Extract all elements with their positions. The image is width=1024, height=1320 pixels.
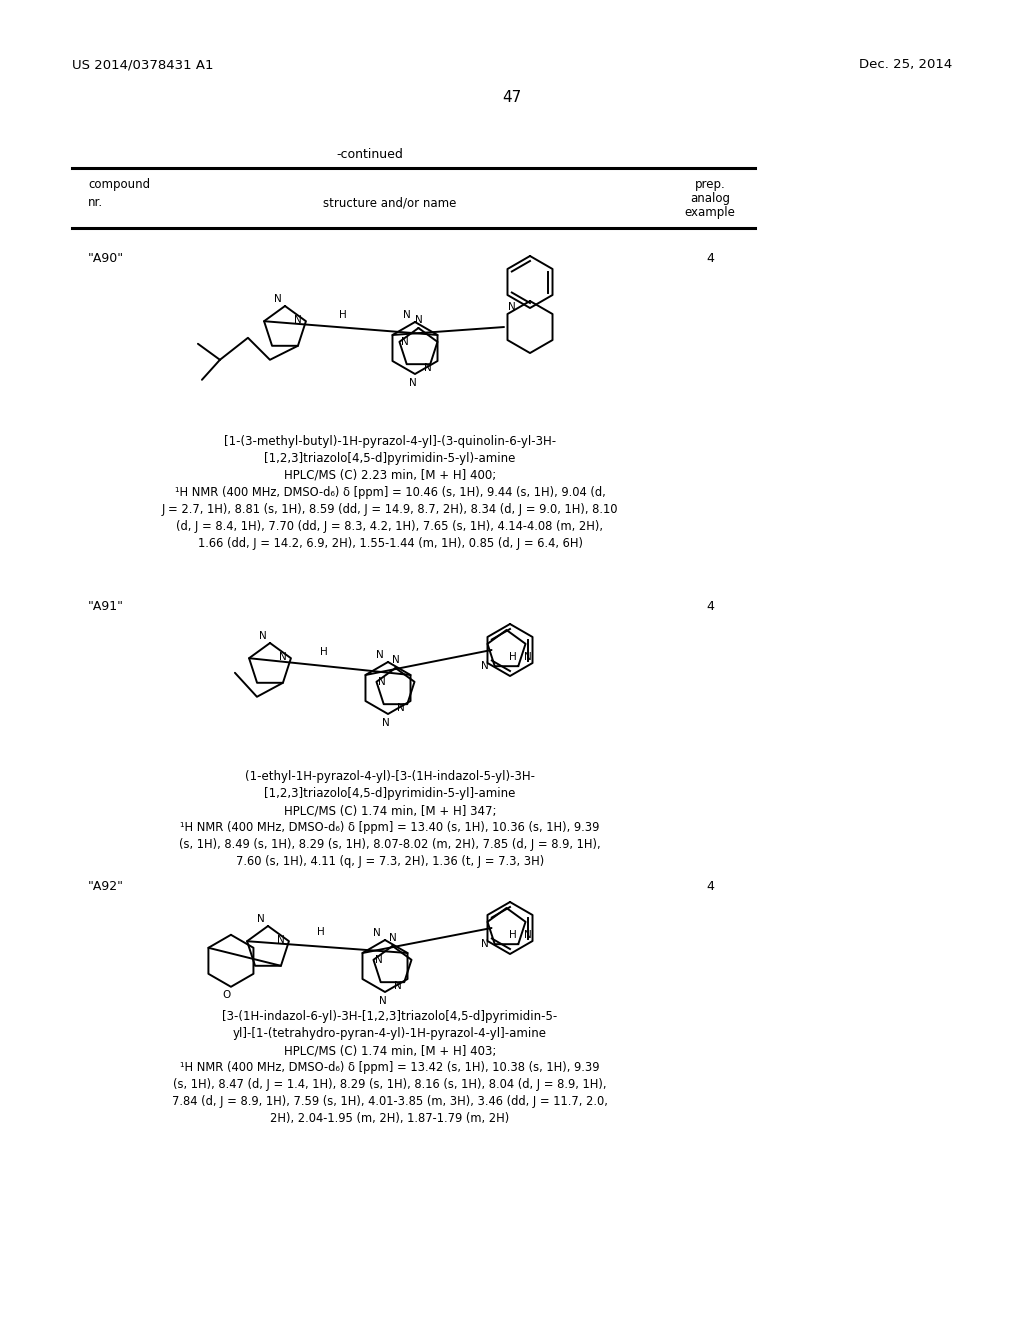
Text: ¹H NMR (400 MHz, DMSO-d₆) δ [ppm] = 13.42 (s, 1H), 10.38 (s, 1H), 9.39: ¹H NMR (400 MHz, DMSO-d₆) δ [ppm] = 13.4… bbox=[180, 1061, 600, 1074]
Text: N: N bbox=[401, 337, 410, 347]
Text: N: N bbox=[524, 931, 532, 940]
Text: N: N bbox=[257, 913, 265, 924]
Text: structure and/or name: structure and/or name bbox=[324, 195, 457, 209]
Text: N: N bbox=[374, 928, 381, 939]
Text: N: N bbox=[382, 718, 390, 729]
Text: HPLC/MS (C) 2.23 min, [M + H] 400;: HPLC/MS (C) 2.23 min, [M + H] 400; bbox=[284, 469, 496, 482]
Text: (d, J = 8.4, 1H), 7.70 (dd, J = 8.3, 4.2, 1H), 7.65 (s, 1H), 4.14-4.08 (m, 2H),: (d, J = 8.4, 1H), 7.70 (dd, J = 8.3, 4.2… bbox=[176, 520, 603, 533]
Text: H: H bbox=[317, 927, 326, 937]
Text: H: H bbox=[509, 931, 516, 940]
Text: 7.60 (s, 1H), 4.11 (q, J = 7.3, 2H), 1.36 (t, J = 7.3, 3H): 7.60 (s, 1H), 4.11 (q, J = 7.3, 2H), 1.3… bbox=[236, 855, 544, 869]
Text: 1.66 (dd, J = 14.2, 6.9, 2H), 1.55-1.44 (m, 1H), 0.85 (d, J = 6.4, 6H): 1.66 (dd, J = 14.2, 6.9, 2H), 1.55-1.44 … bbox=[198, 537, 583, 550]
Text: N: N bbox=[509, 302, 516, 312]
Text: 7.84 (d, J = 8.9, 1H), 7.59 (s, 1H), 4.01-3.85 (m, 3H), 3.46 (dd, J = 11.7, 2.0,: 7.84 (d, J = 8.9, 1H), 7.59 (s, 1H), 4.0… bbox=[172, 1096, 608, 1107]
Text: HPLC/MS (C) 1.74 min, [M + H] 347;: HPLC/MS (C) 1.74 min, [M + H] 347; bbox=[284, 804, 497, 817]
Text: N: N bbox=[524, 652, 532, 663]
Text: compound: compound bbox=[88, 178, 151, 191]
Text: [1-(3-methyl-butyl)-1H-pyrazol-4-yl]-(3-quinolin-6-yl-3H-: [1-(3-methyl-butyl)-1H-pyrazol-4-yl]-(3-… bbox=[224, 436, 556, 447]
Text: US 2014/0378431 A1: US 2014/0378431 A1 bbox=[72, 58, 213, 71]
Text: -continued: -continued bbox=[337, 148, 403, 161]
Text: H: H bbox=[509, 652, 516, 663]
Text: (1-ethyl-1H-pyrazol-4-yl)-[3-(1H-indazol-5-yl)-3H-: (1-ethyl-1H-pyrazol-4-yl)-[3-(1H-indazol… bbox=[245, 770, 535, 783]
Text: N: N bbox=[379, 677, 386, 686]
Text: 2H), 2.04-1.95 (m, 2H), 1.87-1.79 (m, 2H): 2H), 2.04-1.95 (m, 2H), 1.87-1.79 (m, 2H… bbox=[270, 1111, 510, 1125]
Text: N: N bbox=[294, 315, 302, 325]
Text: N: N bbox=[274, 294, 282, 304]
Text: N: N bbox=[481, 940, 488, 949]
Text: O: O bbox=[223, 990, 231, 999]
Text: ¹H NMR (400 MHz, DMSO-d₆) δ [ppm] = 13.40 (s, 1H), 10.36 (s, 1H), 9.39: ¹H NMR (400 MHz, DMSO-d₆) δ [ppm] = 13.4… bbox=[180, 821, 600, 834]
Text: N: N bbox=[391, 655, 399, 665]
Text: analog: analog bbox=[690, 191, 730, 205]
Text: "A91": "A91" bbox=[88, 601, 124, 612]
Text: N: N bbox=[481, 661, 488, 671]
Text: [1,2,3]triazolo[4,5-d]pyrimidin-5-yl)-amine: [1,2,3]triazolo[4,5-d]pyrimidin-5-yl)-am… bbox=[264, 451, 516, 465]
Text: 4: 4 bbox=[707, 252, 714, 265]
Text: N: N bbox=[424, 363, 431, 374]
Text: 4: 4 bbox=[707, 880, 714, 894]
Text: 4: 4 bbox=[707, 601, 714, 612]
Text: N: N bbox=[410, 378, 417, 388]
Text: N: N bbox=[280, 652, 287, 663]
Text: N: N bbox=[394, 981, 401, 991]
Text: ¹H NMR (400 MHz, DMSO-d₆) δ [ppm] = 10.46 (s, 1H), 9.44 (s, 1H), 9.04 (d,: ¹H NMR (400 MHz, DMSO-d₆) δ [ppm] = 10.4… bbox=[175, 486, 605, 499]
Text: [1,2,3]triazolo[4,5-d]pyrimidin-5-yl]-amine: [1,2,3]triazolo[4,5-d]pyrimidin-5-yl]-am… bbox=[264, 787, 516, 800]
Text: (s, 1H), 8.49 (s, 1H), 8.29 (s, 1H), 8.07-8.02 (m, 2H), 7.85 (d, J = 8.9, 1H),: (s, 1H), 8.49 (s, 1H), 8.29 (s, 1H), 8.0… bbox=[179, 838, 601, 851]
Text: N: N bbox=[415, 315, 422, 325]
Text: 47: 47 bbox=[503, 90, 521, 106]
Text: J = 2.7, 1H), 8.81 (s, 1H), 8.59 (dd, J = 14.9, 8.7, 2H), 8.34 (d, J = 9.0, 1H),: J = 2.7, 1H), 8.81 (s, 1H), 8.59 (dd, J … bbox=[162, 503, 618, 516]
Text: N: N bbox=[376, 649, 384, 660]
Text: [3-(1H-indazol-6-yl)-3H-[1,2,3]triazolo[4,5-d]pyrimidin-5-: [3-(1H-indazol-6-yl)-3H-[1,2,3]triazolo[… bbox=[222, 1010, 558, 1023]
Text: Dec. 25, 2014: Dec. 25, 2014 bbox=[859, 58, 952, 71]
Text: H: H bbox=[319, 647, 328, 656]
Text: N: N bbox=[379, 997, 387, 1006]
Text: "A92": "A92" bbox=[88, 880, 124, 894]
Text: example: example bbox=[685, 206, 735, 219]
Text: yl]-[1-(tetrahydro-pyran-4-yl)-1H-pyrazol-4-yl]-amine: yl]-[1-(tetrahydro-pyran-4-yl)-1H-pyrazo… bbox=[233, 1027, 547, 1040]
Text: prep.: prep. bbox=[694, 178, 725, 191]
Text: N: N bbox=[376, 954, 383, 965]
Text: (s, 1H), 8.47 (d, J = 1.4, 1H), 8.29 (s, 1H), 8.16 (s, 1H), 8.04 (d, J = 8.9, 1H: (s, 1H), 8.47 (d, J = 1.4, 1H), 8.29 (s,… bbox=[173, 1078, 607, 1092]
Text: N: N bbox=[389, 933, 396, 942]
Text: "A90": "A90" bbox=[88, 252, 124, 265]
Text: HPLC/MS (C) 1.74 min, [M + H] 403;: HPLC/MS (C) 1.74 min, [M + H] 403; bbox=[284, 1044, 497, 1057]
Text: N: N bbox=[278, 935, 285, 945]
Text: N: N bbox=[259, 631, 267, 642]
Text: nr.: nr. bbox=[88, 195, 103, 209]
Text: H: H bbox=[339, 310, 347, 321]
Text: N: N bbox=[403, 310, 411, 319]
Text: N: N bbox=[396, 704, 404, 713]
